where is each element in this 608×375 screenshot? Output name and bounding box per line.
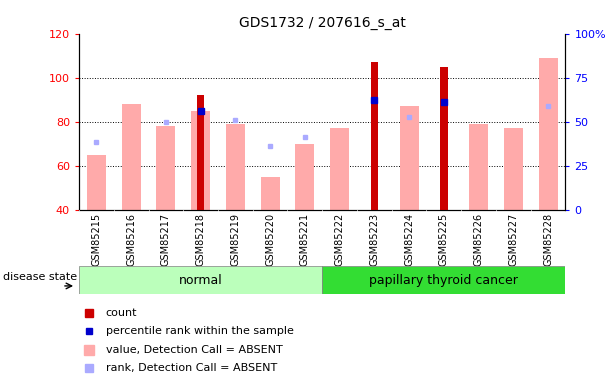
Bar (322, 266, 565, 294)
Bar (370, 62, 378, 210)
Text: GSM85215: GSM85215 (91, 213, 102, 266)
Bar (261, 177, 280, 210)
Bar (156, 126, 176, 210)
Text: percentile rank within the sample: percentile rank within the sample (106, 326, 294, 336)
Bar (295, 144, 314, 210)
Bar (440, 67, 447, 210)
Bar (399, 106, 419, 210)
Bar (469, 124, 488, 210)
Text: GSM85219: GSM85219 (230, 213, 240, 266)
Text: value, Detection Call = ABSENT: value, Detection Call = ABSENT (106, 345, 283, 355)
Bar (87, 155, 106, 210)
Bar (226, 124, 245, 210)
Bar (79, 266, 322, 294)
Bar (539, 58, 558, 210)
Text: papillary thyroid cancer: papillary thyroid cancer (370, 274, 518, 287)
Text: GSM85220: GSM85220 (265, 213, 275, 266)
Bar (122, 104, 140, 210)
Bar (197, 96, 204, 210)
Text: GSM85216: GSM85216 (126, 213, 136, 266)
Text: GSM85218: GSM85218 (196, 213, 206, 266)
Text: GSM85221: GSM85221 (300, 213, 310, 266)
Text: normal: normal (179, 274, 223, 287)
Text: GSM85228: GSM85228 (543, 213, 553, 266)
Text: count: count (106, 308, 137, 318)
Bar (504, 129, 523, 210)
Bar (330, 129, 349, 210)
Text: GSM85226: GSM85226 (474, 213, 483, 266)
Text: disease state: disease state (3, 273, 77, 282)
Text: GSM85217: GSM85217 (161, 213, 171, 266)
Text: GSM85222: GSM85222 (334, 213, 345, 266)
Text: GSM85227: GSM85227 (508, 213, 519, 266)
Text: GSM85223: GSM85223 (369, 213, 379, 266)
Text: rank, Detection Call = ABSENT: rank, Detection Call = ABSENT (106, 363, 277, 374)
Bar (191, 111, 210, 210)
Text: GSM85224: GSM85224 (404, 213, 414, 266)
Title: GDS1732 / 207616_s_at: GDS1732 / 207616_s_at (239, 16, 406, 30)
Text: GSM85225: GSM85225 (439, 213, 449, 266)
